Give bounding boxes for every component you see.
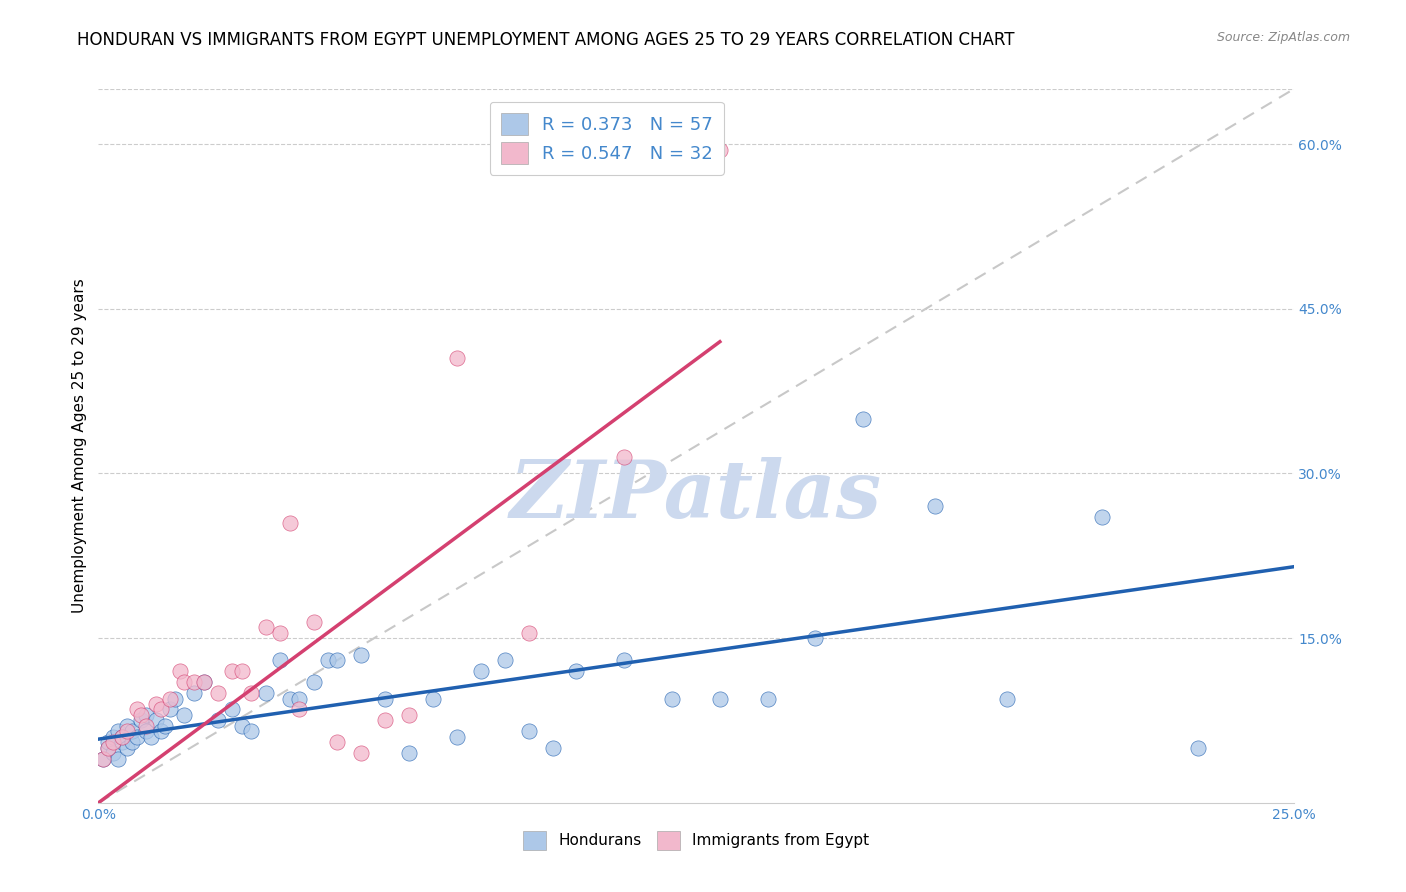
Point <box>231 664 253 678</box>
Point <box>97 740 120 755</box>
Point <box>101 747 124 761</box>
Point <box>374 691 396 706</box>
Point <box>240 686 263 700</box>
Point <box>101 735 124 749</box>
Point <box>221 664 243 678</box>
Point <box>145 714 167 728</box>
Point <box>240 724 263 739</box>
Point <box>398 747 420 761</box>
Point <box>183 675 205 690</box>
Point <box>804 631 827 645</box>
Point <box>470 664 492 678</box>
Point <box>278 691 301 706</box>
Point <box>494 653 516 667</box>
Point <box>269 653 291 667</box>
Point <box>517 625 540 640</box>
Point <box>149 702 172 716</box>
Point <box>326 653 349 667</box>
Point <box>155 719 177 733</box>
Point <box>111 730 134 744</box>
Text: Source: ZipAtlas.com: Source: ZipAtlas.com <box>1216 31 1350 45</box>
Point <box>613 450 636 464</box>
Point <box>91 752 114 766</box>
Point <box>193 675 215 690</box>
Point <box>278 516 301 530</box>
Point <box>565 664 588 678</box>
Point <box>709 143 731 157</box>
Point <box>107 724 129 739</box>
Point <box>169 664 191 678</box>
Point <box>221 702 243 716</box>
Point <box>350 747 373 761</box>
Point <box>149 724 172 739</box>
Point <box>125 702 148 716</box>
Point <box>91 752 114 766</box>
Point <box>111 735 134 749</box>
Point <box>207 686 229 700</box>
Point <box>121 735 143 749</box>
Point <box>374 714 396 728</box>
Point <box>131 714 153 728</box>
Point <box>924 500 946 514</box>
Text: ZIPatlas: ZIPatlas <box>510 458 882 534</box>
Point <box>135 724 157 739</box>
Point <box>269 625 291 640</box>
Point <box>97 735 120 749</box>
Point <box>661 691 683 706</box>
Point <box>852 411 875 425</box>
Point <box>288 691 311 706</box>
Point <box>288 702 311 716</box>
Point <box>613 653 636 667</box>
Point <box>111 730 134 744</box>
Point <box>231 719 253 733</box>
Point <box>254 620 277 634</box>
Point <box>193 675 215 690</box>
Point <box>517 724 540 739</box>
Point <box>139 730 162 744</box>
Point <box>101 730 124 744</box>
Point <box>756 691 779 706</box>
Point <box>115 740 138 755</box>
Point <box>446 351 468 366</box>
Point <box>173 675 195 690</box>
Point <box>145 697 167 711</box>
Point <box>398 708 420 723</box>
Point <box>541 740 564 755</box>
Point <box>302 615 325 629</box>
Legend: Hondurans, Immigrants from Egypt: Hondurans, Immigrants from Egypt <box>517 825 875 855</box>
Point <box>446 730 468 744</box>
Y-axis label: Unemployment Among Ages 25 to 29 years: Unemployment Among Ages 25 to 29 years <box>72 278 87 614</box>
Point <box>183 686 205 700</box>
Point <box>254 686 277 700</box>
Point <box>422 691 444 706</box>
Point <box>121 724 143 739</box>
Text: HONDURAN VS IMMIGRANTS FROM EGYPT UNEMPLOYMENT AMONG AGES 25 TO 29 YEARS CORRELA: HONDURAN VS IMMIGRANTS FROM EGYPT UNEMPL… <box>77 31 1015 49</box>
Point <box>115 724 138 739</box>
Point <box>302 675 325 690</box>
Point <box>135 708 157 723</box>
Point <box>107 752 129 766</box>
Point <box>159 691 181 706</box>
Point <box>1091 510 1114 524</box>
Point <box>207 714 229 728</box>
Point <box>350 648 373 662</box>
Point <box>709 691 731 706</box>
Point <box>1187 740 1209 755</box>
Point <box>115 719 138 733</box>
Point <box>131 708 153 723</box>
Point <box>173 708 195 723</box>
Point <box>97 740 120 755</box>
Point <box>316 653 339 667</box>
Point <box>135 719 157 733</box>
Point <box>163 691 186 706</box>
Point <box>159 702 181 716</box>
Point <box>125 730 148 744</box>
Point <box>326 735 349 749</box>
Point <box>995 691 1018 706</box>
